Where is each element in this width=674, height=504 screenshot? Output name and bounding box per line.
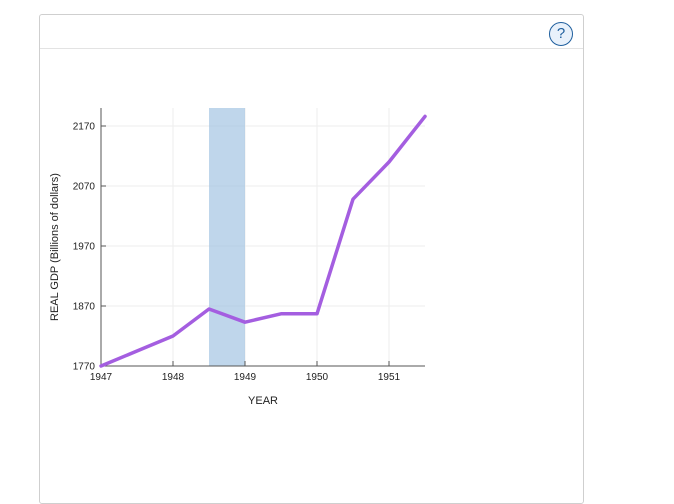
x-axis-title: YEAR: [248, 395, 278, 407]
tick-labels: 1770 1870 1970 2070 2170 1947 1948 1949 1950 1951: [73, 122, 401, 384]
y-tick-label: 1870: [73, 302, 96, 313]
axes: [100, 108, 425, 367]
grid-lines: [101, 108, 425, 366]
x-tick-label: 1948: [162, 372, 185, 383]
chart-panel: [39, 14, 584, 504]
y-tick-label: 2170: [73, 122, 96, 133]
x-tick-label: 1949: [234, 372, 257, 383]
x-tick-label: 1951: [378, 372, 401, 383]
gdp-series-line: [99, 114, 427, 368]
series-layer: [99, 114, 427, 368]
recession-band-layer: [209, 108, 245, 366]
help-button[interactable]: ?: [549, 22, 573, 46]
y-tick-label: 1770: [73, 362, 96, 373]
panel-header: [40, 15, 583, 49]
y-tick-label: 2070: [73, 182, 96, 193]
x-tick-label: 1947: [90, 372, 113, 383]
recession-band: [209, 108, 245, 366]
x-tick-label: 1950: [306, 372, 329, 383]
y-axis-title: REAL GDP (Billions of dollars): [49, 173, 61, 321]
help-icon: ?: [556, 25, 566, 42]
y-tick-label: 1970: [73, 242, 96, 253]
